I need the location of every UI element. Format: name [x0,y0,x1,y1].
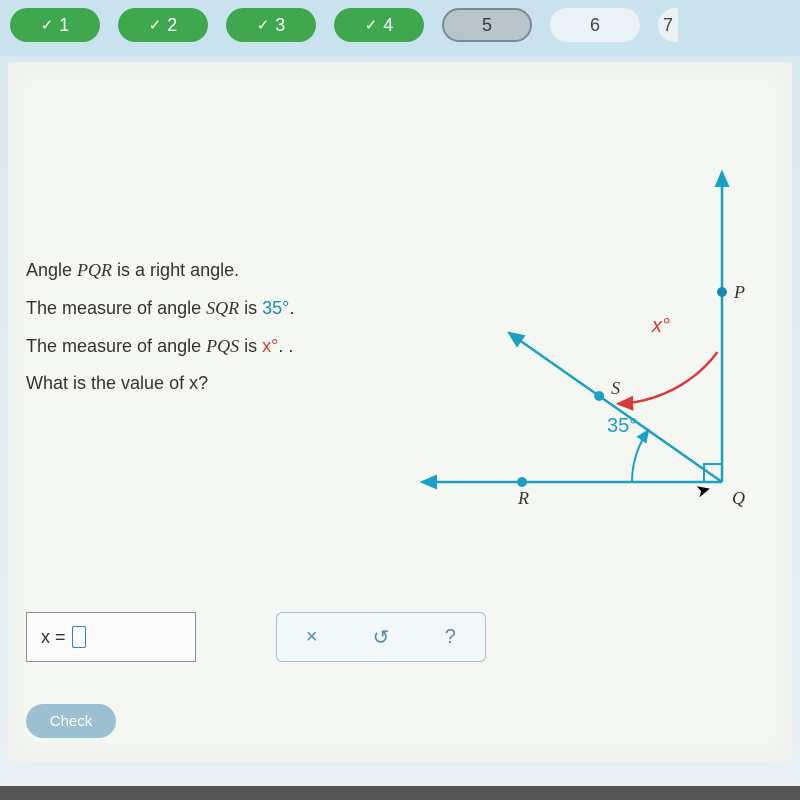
angle-diagram: R Q P S 35° x° [402,162,772,522]
answer-slot[interactable] [72,626,86,648]
check-icon: ✓ [365,16,378,34]
problem-text: Angle PQR is a right angle. The measure … [26,252,406,403]
diagram-svg: R Q P S 35° x° [402,162,772,522]
svg-text:Q: Q [732,488,745,508]
tab-1[interactable]: ✓1 [10,8,100,42]
undo-button[interactable]: ↺ [361,625,401,650]
svg-text:x°: x° [651,315,670,337]
app-window: ✓1 ✓2 ✓3 ✓4 5 6 7 Angle PQR is a right a… [0,0,800,800]
problem-area: Angle PQR is a right angle. The measure … [8,62,792,762]
problem-line-4: What is the value of x? [26,365,406,403]
tab-label: 4 [383,15,393,36]
progress-tabs: ✓1 ✓2 ✓3 ✓4 5 6 7 [0,0,800,56]
answer-prefix: x = [41,627,66,648]
problem-line-3: The measure of angle PQS is x°. . [26,328,406,366]
problem-line-2: The measure of angle SQR is 35°. [26,290,406,328]
help-button[interactable]: ? [430,626,470,649]
answer-input[interactable]: x = [26,612,196,662]
clear-button[interactable]: × [292,626,332,649]
check-icon: ✓ [149,16,162,34]
bottom-bar [0,786,800,800]
svg-text:P: P [733,282,745,302]
tool-row: × ↺ ? [276,612,486,662]
tab-label: 3 [275,15,285,36]
check-button[interactable]: Check [26,704,116,738]
tab-3[interactable]: ✓3 [226,8,316,42]
svg-text:R: R [517,488,529,508]
tab-label: 7 [663,15,673,36]
tab-2[interactable]: ✓2 [118,8,208,42]
check-icon: ✓ [257,16,270,34]
tab-label: 1 [59,15,69,36]
tab-4[interactable]: ✓4 [334,8,424,42]
tab-label: 6 [590,15,600,36]
tab-5[interactable]: 5 [442,8,532,42]
svg-text:S: S [611,378,620,398]
problem-line-1: Angle PQR is a right angle. [26,252,406,290]
check-icon: ✓ [41,16,54,34]
svg-text:35°: 35° [607,415,637,437]
tab-label: 5 [482,15,492,36]
tab-label: 2 [167,15,177,36]
check-label: Check [50,713,93,730]
problem-panel: Angle PQR is a right angle. The measure … [8,62,792,762]
tab-7[interactable]: 7 [658,8,678,42]
tab-6[interactable]: 6 [550,8,640,42]
answer-row: x = × ↺ ? [26,612,486,662]
